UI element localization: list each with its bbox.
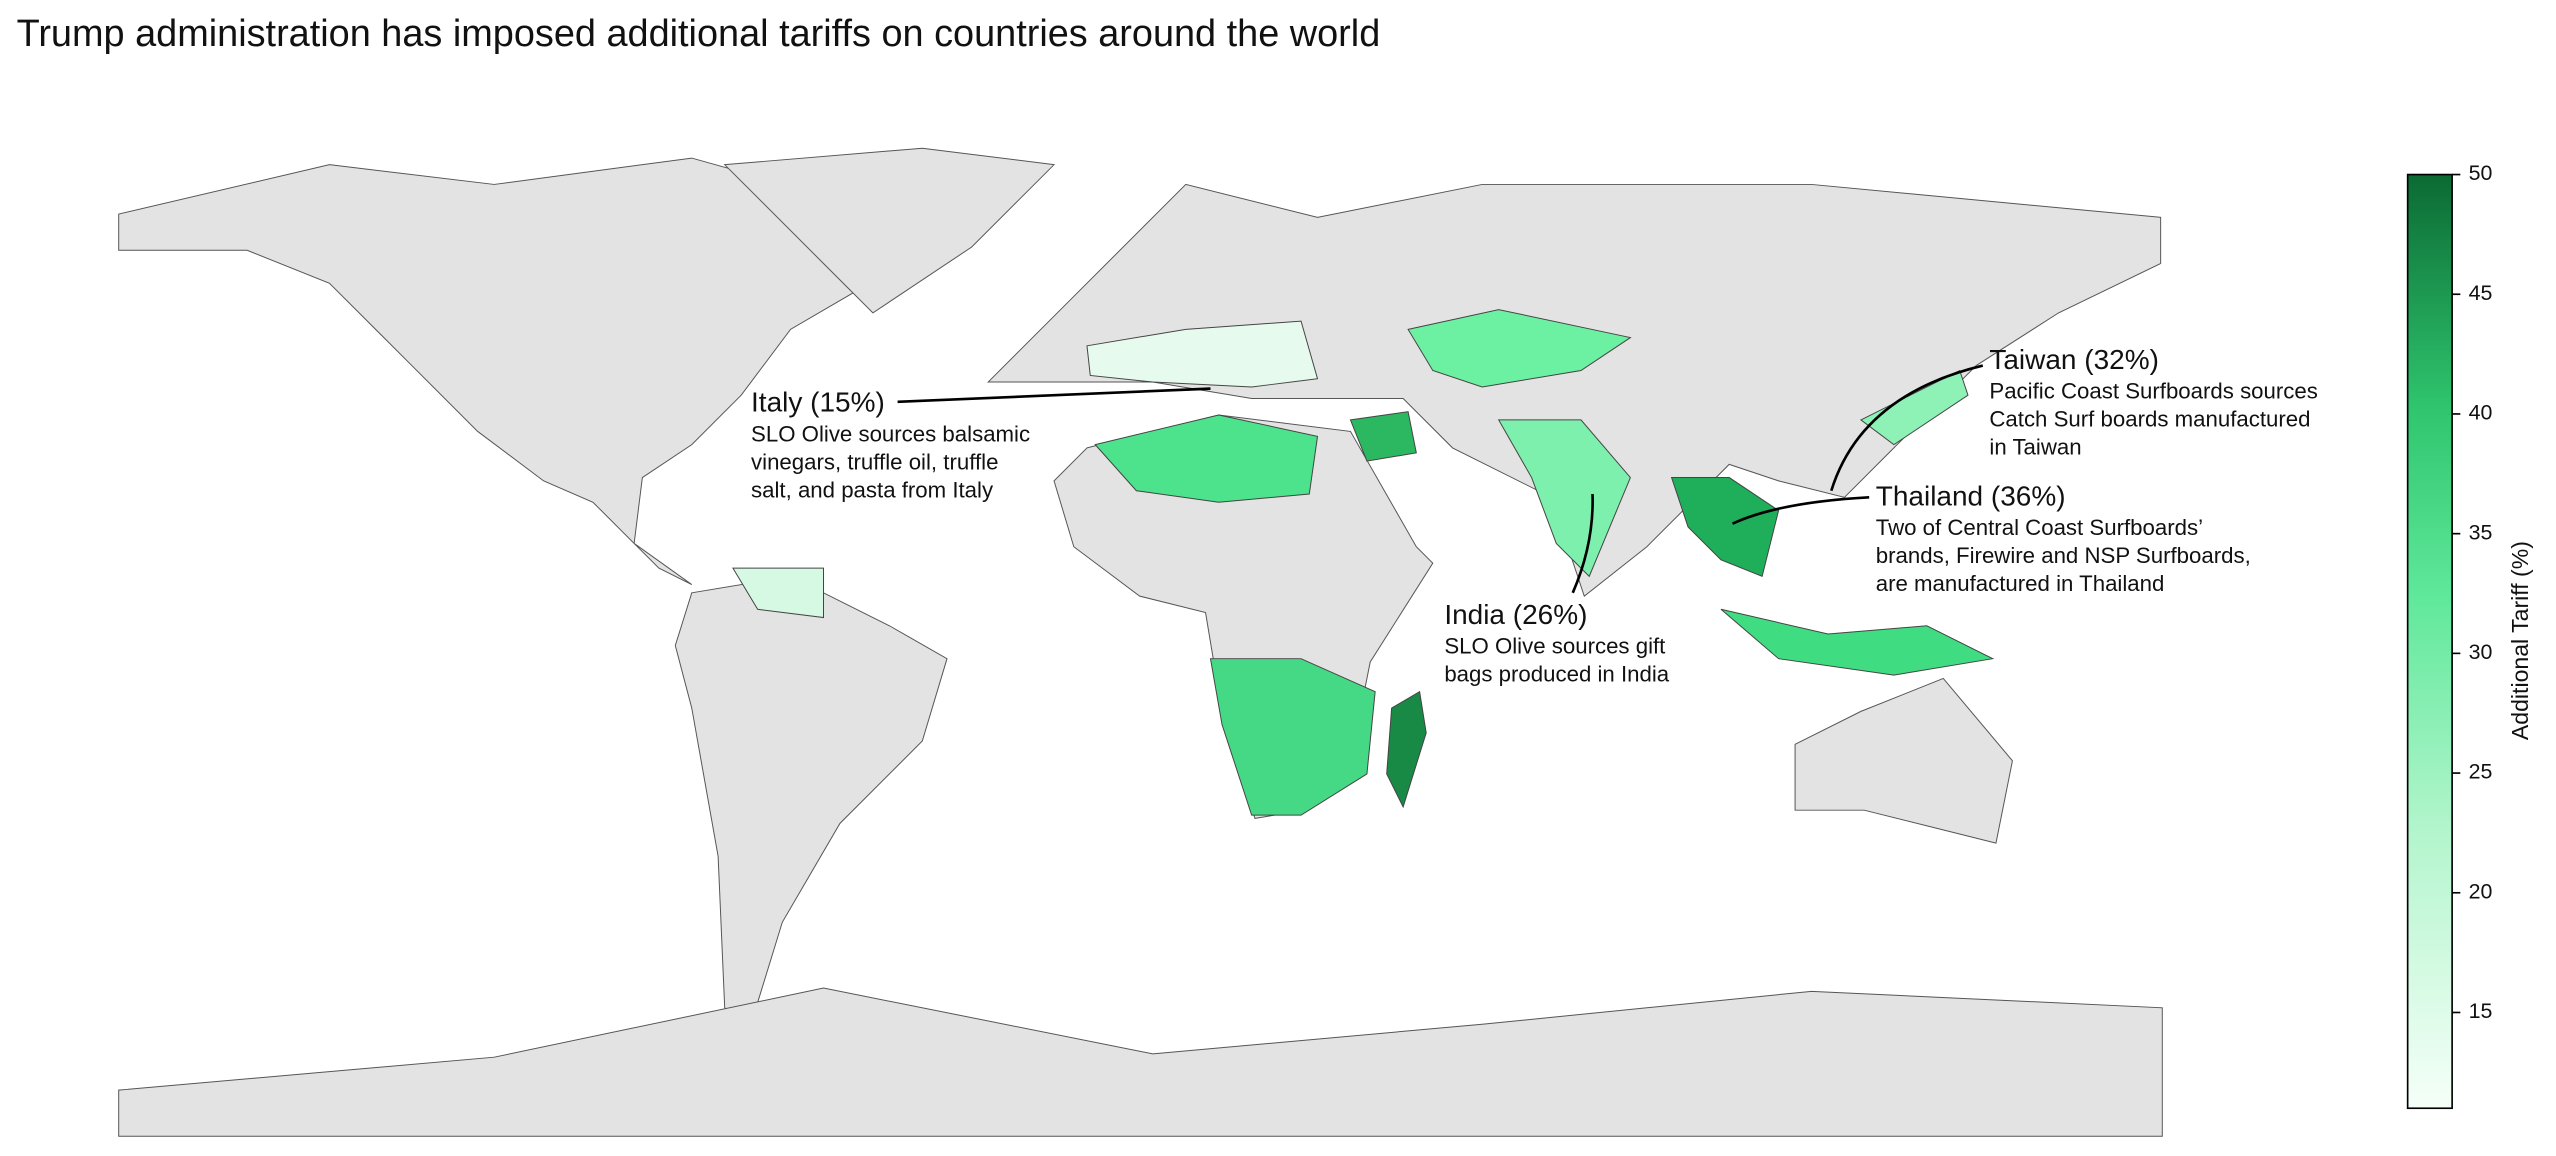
colorbar-ticks: 15 20 25 30 35 40 45 50	[2452, 161, 2492, 1023]
annotations: Italy (15%) SLO Olive sources balsamic vin…	[751, 344, 2318, 687]
country-shape	[1497, 419, 1631, 578]
country-shape	[1086, 320, 1319, 388]
colorbar-tick-label: 50	[2469, 161, 2493, 185]
colorbar-tick-label: 40	[2469, 401, 2493, 425]
country-shape	[1860, 369, 1969, 446]
annotation-heading: Italy (15%)	[751, 387, 885, 418]
antarctica	[118, 987, 2163, 1137]
colorbar-tick-label: 30	[2469, 640, 2493, 664]
annotation-text: brands, Firewire and NSP Surfboards,	[1876, 543, 2251, 568]
colorbar-tick-label: 15	[2469, 999, 2493, 1023]
annotation-text: Catch Surf boards manufactured	[1989, 407, 2310, 432]
colorbar-tick-label: 35	[2469, 520, 2493, 544]
annotation-heading: Taiwan (32%)	[1989, 344, 2159, 375]
annotation-text: vinegars, truffle oil, truffle	[751, 449, 998, 474]
country-shape	[1407, 309, 1632, 388]
annotation-text: in Taiwan	[1989, 434, 2081, 459]
leader-line	[897, 387, 1211, 404]
eurasia	[986, 183, 2162, 597]
annotation-text: salt, and pasta from Italy	[751, 477, 994, 502]
colorbar-tick-label: 25	[2469, 760, 2493, 784]
country-shape	[1720, 608, 1995, 676]
country-shape	[1670, 477, 1780, 578]
annotation-text: bags produced in India	[1444, 662, 1669, 687]
annotation-heading: Thailand (36%)	[1876, 481, 2066, 512]
annotation-text: SLO Olive sources gift	[1444, 634, 1666, 659]
basemap	[118, 147, 2163, 1137]
leader-line	[1571, 493, 1594, 594]
country-shape	[1209, 658, 1376, 816]
colorbar-tick-label: 20	[2469, 879, 2493, 903]
annotation-text: Pacific Coast Surfboards sources	[1989, 379, 2318, 404]
colorbar-label: Additional Tariff (%)	[2507, 541, 2533, 740]
country-shape	[732, 567, 824, 619]
annotation-text: are manufactured in Thailand	[1876, 571, 2165, 596]
annotation-text: SLO Olive sources balsamic	[751, 421, 1030, 446]
annotation-leaders	[897, 364, 1984, 594]
country-shape	[1094, 414, 1319, 503]
annotation-heading: India (26%)	[1444, 599, 1587, 630]
annotation-text: Two of Central Coast Surfboards’	[1876, 515, 2203, 540]
leader-line	[1830, 364, 1984, 492]
leader-line	[1731, 495, 1870, 525]
greenland	[723, 147, 1056, 314]
country-shape	[1349, 411, 1417, 462]
colorbar	[2406, 173, 2453, 1110]
colorbar-tick-label: 45	[2469, 281, 2493, 305]
south-america	[674, 575, 948, 1031]
title: Trump administration has imposed additio…	[17, 13, 1381, 55]
country-shape	[1386, 690, 1427, 809]
tariff-shading	[732, 309, 1995, 816]
australia	[1794, 677, 2013, 844]
